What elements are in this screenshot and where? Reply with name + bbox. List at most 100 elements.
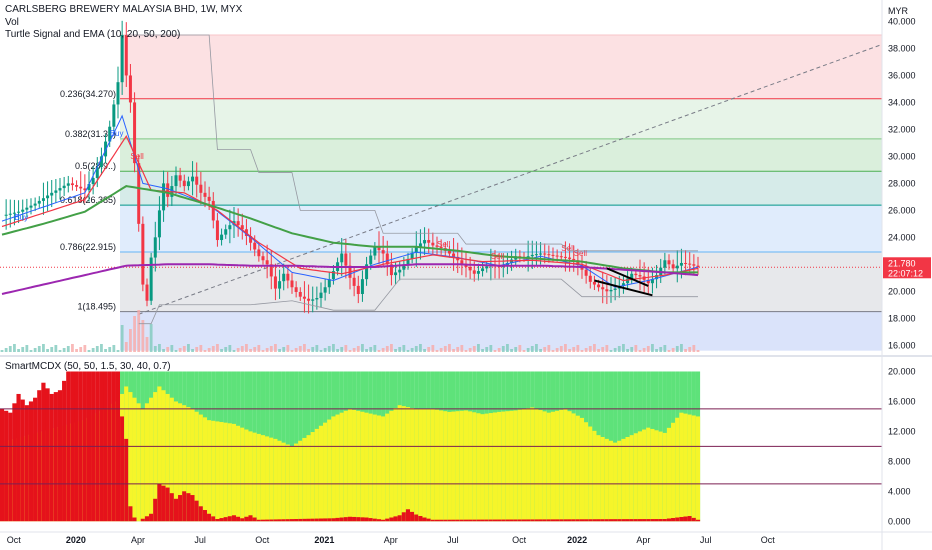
volume-bar [381,348,385,352]
candle-body [655,275,659,280]
candle-body [650,279,654,284]
volume-bar [108,347,112,352]
candle-body [530,254,534,257]
volume-bar [91,348,95,352]
volume-bar [427,347,431,352]
candle-body [439,246,443,249]
volume-bar [477,344,480,352]
volume-bar [468,348,472,352]
volume-bar [216,344,219,352]
mcdx-yellow-bar [281,442,286,522]
candle-body [236,221,240,226]
mcdx-red-bar [521,519,527,522]
mcdx-yellow-bar [621,438,626,522]
mcdx-red-bar [596,519,601,522]
mcdx-yellow-bar [381,416,386,522]
candle-body [447,250,451,254]
volume-legend[interactable]: Vol [5,17,19,28]
fib-zone [120,98,882,139]
bar-countdown: 22:07:12 [888,268,923,278]
mcdx-legend[interactable]: SmartMCDX (50, 50, 1.5, 30, 40, 0.7) [5,361,171,372]
mcdx-yellow-bar [318,425,324,522]
mcdx-yellow-bar [194,411,199,522]
volume-bar [472,346,476,352]
volume-bar [87,350,91,352]
candle-body [58,188,62,191]
candle-body [4,214,8,216]
mcdx-red-bar [16,393,21,522]
mcdx-yellow-bar [314,428,319,522]
mcdx-red-bar [248,515,253,522]
volume-bar [659,347,663,352]
volume-bar [50,347,54,352]
mcdx-red-bar [426,518,431,522]
candle-body [609,289,613,292]
mcdx-red-bar [368,518,373,522]
volume-bar [187,344,190,352]
mcdx-red-bar [331,518,336,522]
candle-body [62,185,66,189]
candle-body [153,237,157,258]
candle-body [563,256,567,258]
volume-bar [684,349,687,352]
candle-body [228,225,232,230]
volume-bar [274,344,277,352]
candle-body [385,253,389,265]
candle-body [37,200,41,204]
mcdx-yellow-bar [372,414,377,522]
mcdx-yellow-bar [596,435,601,522]
volume-bar [564,344,567,352]
volume-bar [133,316,136,352]
mcdx-red-bar [28,401,34,522]
candle-body [584,269,588,276]
candle-body [91,177,95,185]
mcdx-yellow-bar [405,407,411,522]
mcdx-yellow-bar [625,437,630,522]
candle-body [344,253,348,266]
volume-bar [501,346,505,352]
candle-body [298,291,302,297]
mcdx-red-bar [608,519,614,522]
volume-bar [390,344,393,352]
mcdx-red-bar [671,518,676,522]
mcdx-red-bar [260,519,266,522]
mcdx-yellow-bar [629,435,634,522]
mcdx-red-bar [592,519,597,522]
volume-bar [278,349,281,352]
mcdx-red-bar [49,393,54,522]
candle-body [174,175,178,187]
time-tick-label: 2020 [66,535,86,545]
volume-bar [514,347,518,352]
mcdx-red-bar [310,518,315,522]
mcdx-red-bar [165,487,170,522]
volume-bar [66,346,70,352]
candle-body [79,186,83,189]
mcdx-red-bar [364,517,369,522]
mcdx-red-bar [37,390,42,522]
volume-bar [406,350,410,352]
candle-body [572,258,576,261]
volume-bar [448,344,451,352]
volume-bar [377,350,381,352]
mcdx-red-bar [194,500,199,522]
mcdx-red-bar [223,517,228,522]
mcdx-yellow-bar [207,420,212,522]
mcdx-yellow-bar [310,432,315,522]
mcdx-red-bar [294,519,299,522]
candle-body [137,163,141,224]
volume-bar [178,348,182,352]
mcdx-red-bar [285,519,290,522]
candle-body [124,34,128,76]
ema-line-ema200 [1,263,699,295]
volume-bars [0,310,700,352]
last-price-value: 21.780 [888,258,916,268]
mcdx-yellow-bar [190,408,195,522]
mcdx-red-bar [281,519,286,522]
candle-body [128,75,132,103]
mcdx-red-bar [480,519,485,522]
turtle-legend[interactable]: Turtle Signal and EMA (10, 20, 50, 200) [5,29,181,40]
mcdx-yellow-bar [186,407,191,522]
candle-body [257,249,261,257]
candle-body [588,275,592,282]
volume-bar [182,346,186,352]
